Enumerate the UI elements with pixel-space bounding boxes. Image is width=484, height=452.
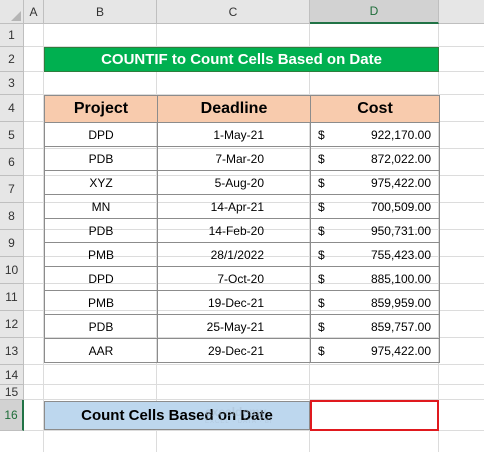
currency-symbol: $ <box>318 247 325 262</box>
row-header-14[interactable]: 14 <box>0 365 24 385</box>
currency-symbol: $ <box>318 319 325 334</box>
cell-project[interactable]: PMB <box>44 242 158 267</box>
gridline-row <box>24 94 484 95</box>
result-label-cell[interactable]: Count Cells Based on Date <box>44 401 310 430</box>
table-row: XYZ 5-Aug-20 $975,422.00 <box>44 170 440 195</box>
currency-symbol: $ <box>318 127 325 142</box>
row-header-8[interactable]: 8 <box>0 203 24 230</box>
cell-cost[interactable]: $859,959.00 <box>310 290 440 315</box>
cell-deadline[interactable]: 29-Dec-21 <box>157 338 311 363</box>
cell-deadline[interactable]: 28/1/2022 <box>157 242 311 267</box>
cost-value: 700,509.00 <box>370 199 431 214</box>
select-all-corner[interactable] <box>0 0 24 24</box>
table-row: PMB 28/1/2022 $755,423.00 <box>44 242 440 267</box>
table-row: DPD 1-May-21 $922,170.00 <box>44 122 440 147</box>
gridline-row <box>24 399 484 400</box>
row-header-9[interactable]: 9 <box>0 230 24 257</box>
cell-deadline[interactable]: 14-Apr-21 <box>157 194 311 219</box>
cell-project[interactable]: PDB <box>44 218 158 243</box>
row-header-15[interactable]: 15 <box>0 385 24 400</box>
cost-value: 859,757.00 <box>370 319 431 334</box>
cell-deadline[interactable]: 5-Aug-20 <box>157 170 311 195</box>
cell-project[interactable]: DPD <box>44 266 158 291</box>
currency-symbol: $ <box>318 199 325 214</box>
gridline-row <box>24 364 484 365</box>
currency-symbol: $ <box>318 151 325 166</box>
cell-project[interactable]: PDB <box>44 314 158 339</box>
cost-value: 975,422.00 <box>370 343 431 358</box>
header-deadline[interactable]: Deadline <box>157 95 311 123</box>
row-header-12[interactable]: 12 <box>0 311 24 338</box>
cell-cost[interactable]: $885,100.00 <box>310 266 440 291</box>
row-header-11[interactable]: 11 <box>0 284 24 311</box>
table-row: PMB 19-Dec-21 $859,959.00 <box>44 290 440 315</box>
column-header-blank <box>439 0 484 24</box>
cell-project[interactable]: AAR <box>44 338 158 363</box>
table-row: PDB 25-May-21 $859,757.00 <box>44 314 440 339</box>
cell-cost[interactable]: $922,170.00 <box>310 122 440 147</box>
cell-cost[interactable]: $950,731.00 <box>310 218 440 243</box>
cell-cost[interactable]: $700,509.00 <box>310 194 440 219</box>
row-header-1[interactable]: 1 <box>0 24 24 47</box>
currency-symbol: $ <box>318 271 325 286</box>
row-header-7[interactable]: 7 <box>0 176 24 203</box>
cell-cost[interactable]: $755,423.00 <box>310 242 440 267</box>
cost-value: 975,422.00 <box>370 175 431 190</box>
cost-value: 872,022.00 <box>370 151 431 166</box>
cost-value: 859,959.00 <box>370 295 431 310</box>
cost-value: 950,731.00 <box>370 223 431 238</box>
row-header-5[interactable]: 5 <box>0 122 24 149</box>
currency-symbol: $ <box>318 343 325 358</box>
row-header-6[interactable]: 6 <box>0 149 24 176</box>
table-row: AAR 29-Dec-21 $975,422.00 <box>44 338 440 363</box>
cell-deadline[interactable]: 1-May-21 <box>157 122 311 147</box>
gridline-row <box>24 46 484 47</box>
column-header-a[interactable]: A <box>24 0 44 24</box>
row-header-3[interactable]: 3 <box>0 72 24 95</box>
gridline-row <box>24 384 484 385</box>
currency-symbol: $ <box>318 295 325 310</box>
row-header-13[interactable]: 13 <box>0 338 24 365</box>
cell-cost[interactable]: $975,422.00 <box>310 338 440 363</box>
cell-cost[interactable]: $975,422.00 <box>310 170 440 195</box>
gridline-column <box>43 24 44 452</box>
table-row: MN 14-Apr-21 $700,509.00 <box>44 194 440 219</box>
cell-project[interactable]: XYZ <box>44 170 158 195</box>
cost-value: 885,100.00 <box>370 271 431 286</box>
column-header-b[interactable]: B <box>44 0 157 24</box>
cell-project[interactable]: PDB <box>44 146 158 171</box>
table-row: DPD 7-Oct-20 $885,100.00 <box>44 266 440 291</box>
cell-deadline[interactable]: 14-Feb-20 <box>157 218 311 243</box>
row-header-4[interactable]: 4 <box>0 95 24 122</box>
cell-project[interactable]: DPD <box>44 122 158 147</box>
cell-cost[interactable]: $859,757.00 <box>310 314 440 339</box>
row-header-16[interactable]: 16 <box>0 400 24 431</box>
header-project[interactable]: Project <box>44 95 158 123</box>
currency-symbol: $ <box>318 175 325 190</box>
cell-project[interactable]: MN <box>44 194 158 219</box>
row-header-2[interactable]: 2 <box>0 47 24 72</box>
cell-cost[interactable]: $872,022.00 <box>310 146 440 171</box>
cost-value: 922,170.00 <box>370 127 431 142</box>
header-cost[interactable]: Cost <box>310 95 440 123</box>
cell-deadline[interactable]: 19-Dec-21 <box>157 290 311 315</box>
currency-symbol: $ <box>318 223 325 238</box>
cost-value: 755,423.00 <box>370 247 431 262</box>
column-header-d[interactable]: D <box>310 0 439 24</box>
cell-project[interactable]: PMB <box>44 290 158 315</box>
table-row: PDB 14-Feb-20 $950,731.00 <box>44 218 440 243</box>
project-table: Project Deadline Cost DPD 1-May-21 $922,17… <box>44 95 440 363</box>
column-header-c[interactable]: C <box>157 0 310 24</box>
table-header-row: Project Deadline Cost <box>44 95 440 123</box>
table-row: PDB 7-Mar-20 $872,022.00 <box>44 146 440 171</box>
cell-deadline[interactable]: 7-Mar-20 <box>157 146 311 171</box>
gridline-row <box>24 430 484 431</box>
row-header-10[interactable]: 10 <box>0 257 24 284</box>
title-cell[interactable]: COUNTIF to Count Cells Based on Date <box>44 47 439 72</box>
cell-deadline[interactable]: 7-Oct-20 <box>157 266 311 291</box>
cell-deadline[interactable]: 25-May-21 <box>157 314 311 339</box>
result-cell-selected[interactable] <box>310 400 439 431</box>
